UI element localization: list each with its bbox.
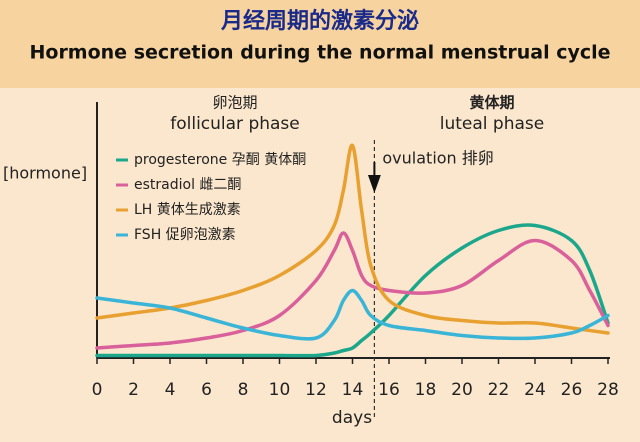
y-axis-label: [hormone] (3, 164, 87, 183)
phase-label: 卵泡期 (212, 94, 257, 112)
x-axis-label: days (332, 408, 372, 428)
plot-background (0, 88, 640, 442)
legend-label: progesterone 孕酮 黄体酮 (134, 151, 306, 168)
chart-title: 月经周期的激素分泌 (220, 8, 419, 34)
chart-subtitle: Hormone secretion during the normal mens… (29, 42, 610, 64)
x-tick-label: 22 (488, 380, 510, 400)
annotation: ovulation 排卵 (382, 149, 493, 168)
x-tick-label: 16 (378, 380, 400, 400)
hormone-line (95, 223, 610, 358)
legend-label: estradiol 雌二酮 (134, 177, 241, 193)
legend-label: LH 黄体生成激素 (134, 201, 241, 218)
x-tick-label: 6 (201, 380, 212, 400)
hormone-line (95, 288, 610, 341)
x-tick-label: 20 (451, 380, 473, 400)
x-tick-label: 14 (342, 380, 364, 400)
hormone-line (95, 143, 610, 335)
x-tick-label: 24 (524, 380, 546, 400)
x-tick-label: 28 (597, 380, 619, 400)
x-tick-label: 4 (165, 380, 176, 400)
x-tick-label: 8 (238, 380, 249, 400)
phase-label: follicular phase (170, 114, 300, 134)
phase-label: luteal phase (440, 114, 544, 134)
x-tick-label: 18 (415, 380, 437, 400)
x-tick-label: 0 (92, 380, 103, 400)
legend-label: FSH 促卵泡激素 (134, 226, 236, 243)
x-tick-label: 12 (305, 380, 327, 400)
x-tick-label: 26 (561, 380, 583, 400)
title-band (0, 0, 640, 88)
x-tick-label: 2 (128, 380, 139, 400)
phase-label: 黄体期 (469, 94, 514, 112)
ovulation-arrow (367, 162, 381, 193)
hormone-line (95, 231, 610, 350)
x-tick-label: 10 (269, 380, 291, 400)
